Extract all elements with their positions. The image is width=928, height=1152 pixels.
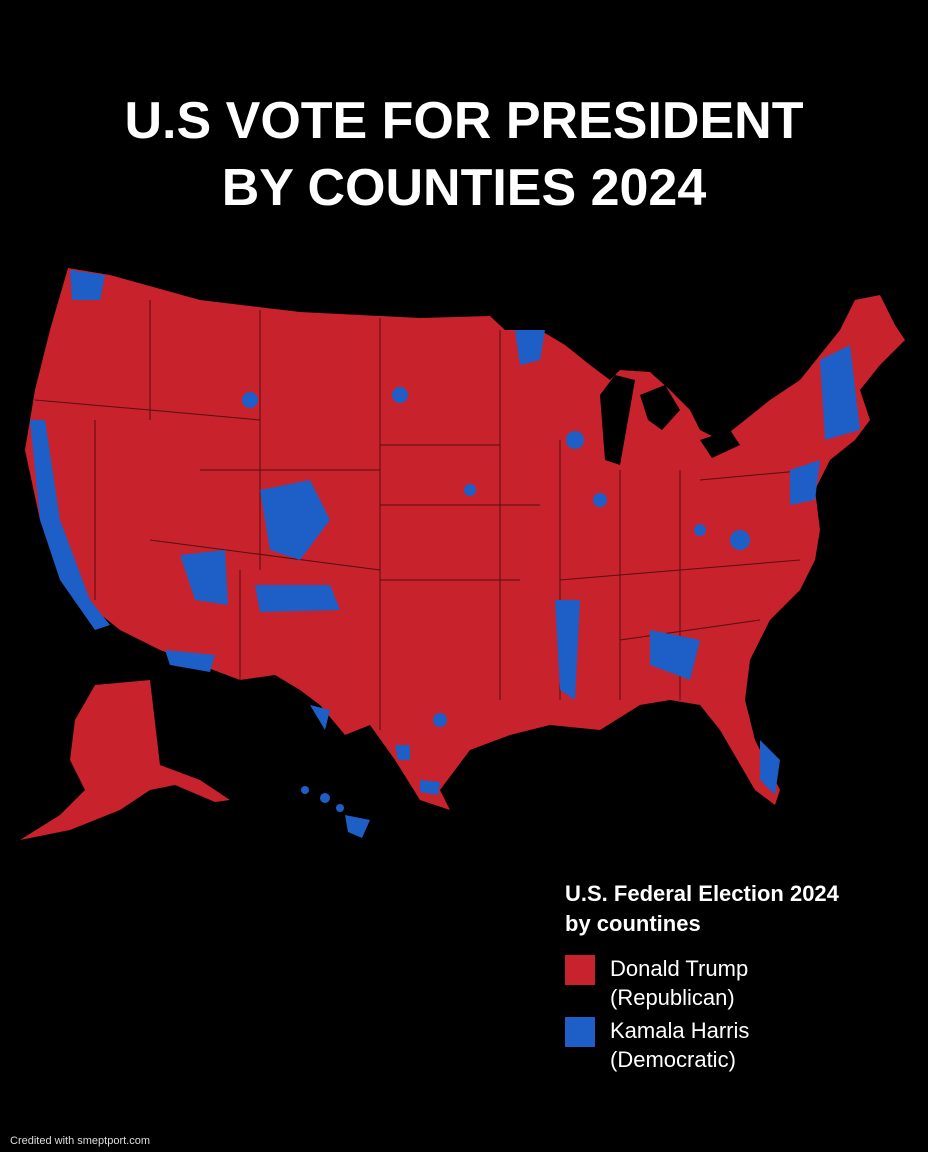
legend-label: (Republican) — [610, 985, 735, 1010]
title-line: U.S VOTE FOR PRESIDENT — [125, 92, 804, 150]
legend-title: U.S. Federal Election 2024 — [565, 881, 840, 906]
legend-swatch — [565, 955, 595, 985]
great-lakes — [600, 375, 740, 465]
map — [20, 268, 905, 840]
title-line: BY COUNTIES 2024 — [222, 159, 707, 217]
harris-counties — [30, 270, 860, 795]
hawaii — [301, 786, 370, 838]
legend-swatch — [565, 1017, 595, 1047]
legend-title: by countines — [565, 911, 701, 936]
credit: Credited with smeptport.com — [10, 1135, 150, 1147]
legend-label: Kamala Harris — [610, 1018, 749, 1043]
legend-label: (Democratic) — [610, 1047, 736, 1072]
state-borders — [34, 300, 811, 730]
legend: U.S. Federal Election 2024 by countines … — [565, 881, 840, 1072]
alaska — [20, 680, 230, 840]
legend-label: Donald Trump — [610, 956, 748, 981]
